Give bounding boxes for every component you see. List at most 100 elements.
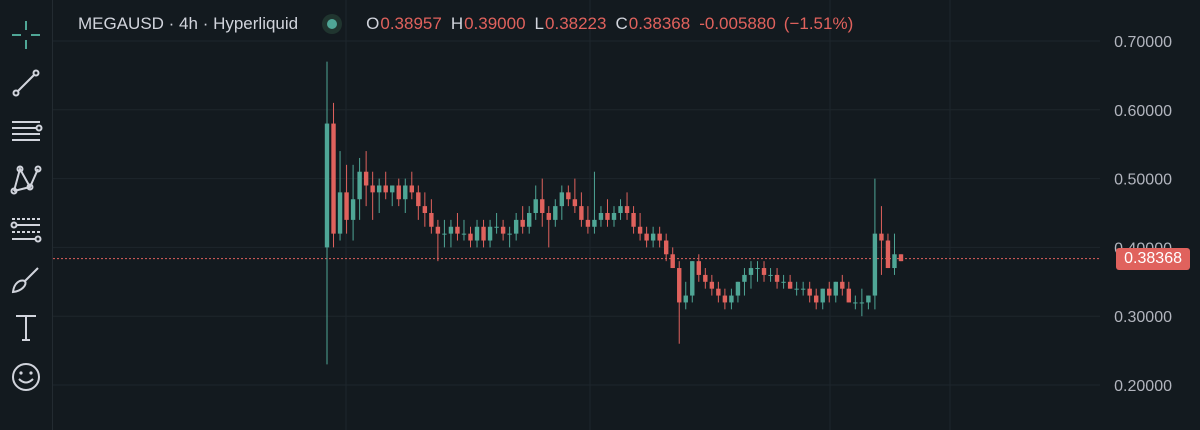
candle-body — [370, 185, 375, 193]
candle-body — [742, 274, 747, 282]
candle — [631, 206, 636, 234]
trend-line-icon[interactable] — [4, 61, 48, 105]
candle-body — [833, 281, 838, 296]
candle — [650, 226, 656, 248]
candle — [722, 288, 728, 310]
candle — [761, 261, 767, 282]
candle-body — [637, 226, 643, 234]
pattern-icon[interactable] — [4, 157, 48, 201]
candle — [527, 206, 532, 234]
candle — [403, 178, 408, 213]
candle-body — [324, 123, 330, 248]
candle — [468, 226, 473, 248]
candle — [553, 199, 558, 227]
candle-body — [663, 240, 669, 255]
candle-body — [631, 213, 636, 227]
candle — [774, 268, 780, 289]
crosshair-icon[interactable] — [4, 13, 48, 57]
market-status-icon — [322, 14, 343, 34]
candle — [416, 185, 421, 220]
candle-body — [598, 213, 604, 220]
candle — [572, 178, 578, 213]
candle — [898, 254, 904, 262]
symbol-title[interactable]: MEGAUSD · 4h · Hyperliquid — [78, 14, 299, 33]
candle — [657, 226, 662, 248]
candle — [429, 199, 434, 234]
candle — [729, 288, 734, 310]
candle — [716, 281, 721, 303]
candle-body — [800, 288, 806, 290]
candle-body — [885, 240, 891, 269]
candle — [840, 274, 845, 296]
emoji-icon[interactable] — [4, 355, 48, 399]
candle — [481, 219, 486, 248]
candle — [494, 213, 499, 234]
candle-body — [820, 288, 825, 303]
drawing-toolbar — [0, 0, 53, 430]
candle-body — [768, 274, 773, 276]
candle-body — [383, 185, 388, 193]
candle-body — [363, 171, 369, 186]
price-chart[interactable]: 0.700000.600000.500000.400000.300000.200… — [53, 0, 1200, 430]
candle — [807, 281, 812, 303]
candle-body — [624, 206, 630, 213]
candle — [879, 206, 884, 275]
candle-body — [879, 233, 884, 241]
candle — [748, 261, 754, 289]
candle — [781, 274, 786, 289]
candle — [513, 213, 519, 241]
price-axis-label: 0.70000 — [1114, 34, 1172, 51]
candle-body — [729, 295, 734, 303]
open-label: O — [366, 14, 380, 33]
candle-body — [461, 233, 467, 235]
candle-body — [481, 226, 486, 241]
candle-body — [507, 233, 512, 235]
price-axis-label: 0.50000 — [1114, 172, 1172, 189]
candle-body — [527, 213, 532, 227]
candle-body — [892, 254, 897, 269]
candle-body — [683, 295, 688, 303]
candle — [448, 219, 454, 248]
candle-body — [722, 295, 728, 303]
candle — [827, 281, 832, 303]
candles — [324, 61, 904, 365]
horizontal-lines-icon[interactable] — [4, 109, 48, 153]
candle — [579, 192, 584, 227]
text-icon[interactable] — [4, 305, 48, 349]
candle — [846, 281, 852, 303]
candle — [396, 178, 401, 207]
candle-body — [774, 274, 780, 282]
candle — [872, 178, 878, 310]
candle — [683, 281, 688, 310]
candle-body — [344, 192, 349, 220]
candle-body — [794, 288, 799, 290]
candle-body — [494, 226, 499, 228]
price-axis-label: 0.30000 — [1114, 309, 1172, 326]
candle — [859, 288, 865, 317]
candle — [624, 192, 630, 220]
fib-lines-icon[interactable] — [4, 207, 48, 251]
candle — [520, 206, 525, 234]
candle — [800, 281, 806, 296]
candle — [585, 206, 591, 234]
brush-icon[interactable] — [4, 257, 48, 301]
candle — [409, 171, 414, 200]
candle-body — [520, 219, 525, 227]
candle-body — [331, 123, 336, 234]
candle-body — [403, 185, 408, 200]
candle — [605, 199, 610, 227]
candle — [866, 295, 871, 310]
candle — [500, 219, 506, 241]
candle-body — [748, 268, 754, 275]
candle-body — [429, 213, 434, 227]
candle-body — [350, 199, 356, 220]
candle-body — [761, 268, 767, 275]
candle — [690, 261, 695, 303]
candle-body — [755, 268, 760, 270]
candle-body — [657, 233, 662, 241]
candle — [546, 206, 551, 248]
candle-body — [559, 192, 565, 207]
candle-body — [585, 219, 591, 227]
close-label: C — [615, 14, 628, 33]
candle-body — [618, 206, 623, 213]
